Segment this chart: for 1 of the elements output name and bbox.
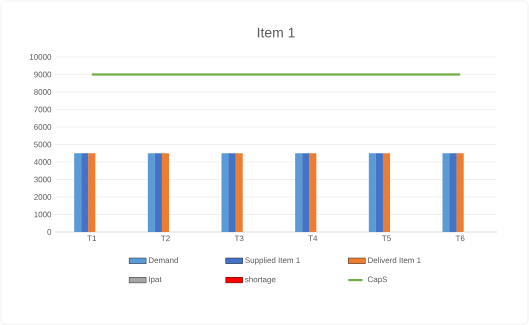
chart-title: Item 1 <box>258 28 295 38</box>
